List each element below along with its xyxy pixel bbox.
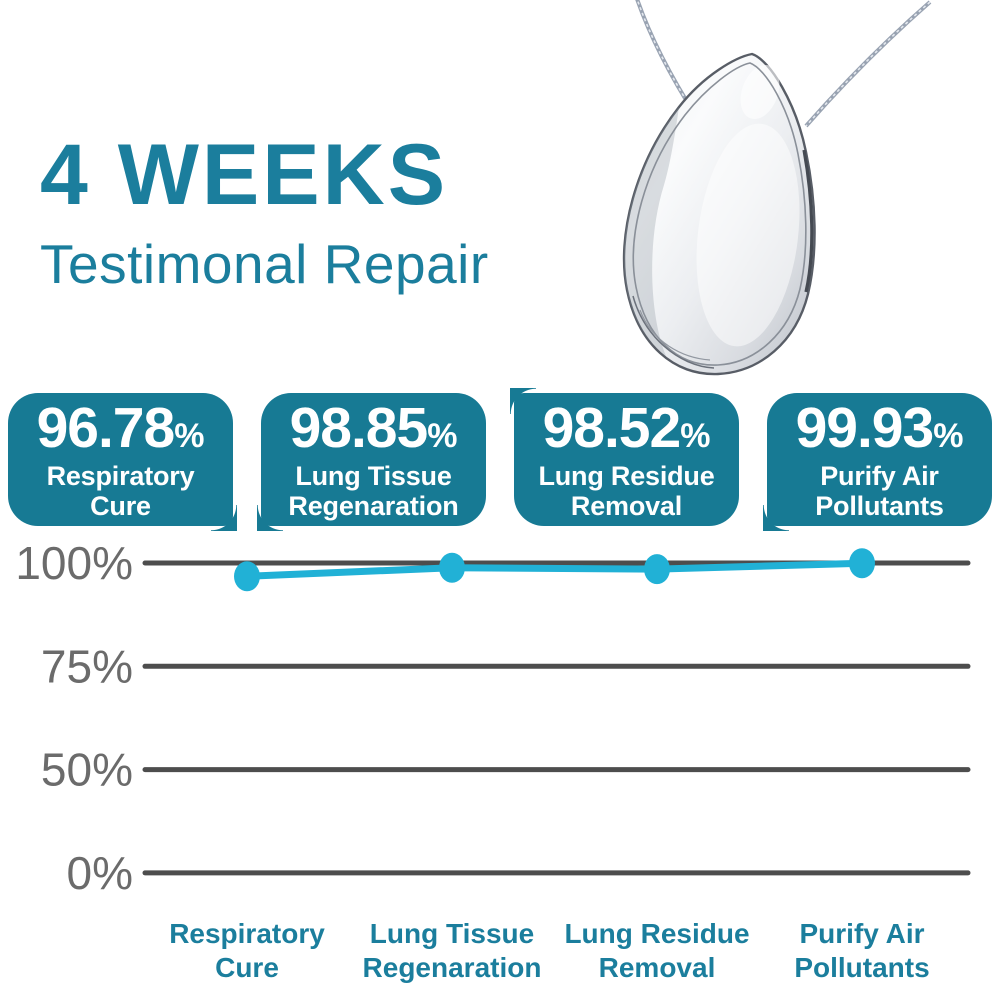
stat-label: Lung Tissue Regenaration [288, 460, 459, 521]
pendant-bottom-rim-2 [639, 309, 711, 361]
stat-badge-purify-air: 99.93% Purify Air Pollutants [763, 393, 992, 531]
pendant-inner-rim [632, 62, 807, 366]
chain-right-sheen [805, 1, 931, 127]
x-category-label: Lung Tissue Regenaration [363, 918, 542, 983]
stat-value: 99.93% [795, 395, 964, 460]
line-chart: 100% 75% 50% 0% Respiratory Cure Lung Tissue Re… [15, 540, 971, 983]
percent-sign: % [933, 416, 964, 455]
stat-value: 98.85% [289, 395, 458, 460]
chain-left-sheen [636, 0, 697, 117]
stat-badges-row: 96.78% Respiratory Cure 98.85% Lung Tiss… [8, 388, 992, 531]
y-tick-label: 50% [41, 744, 133, 796]
title-subtitle: Testimonal Repair [40, 233, 489, 295]
y-tick-label: 0% [67, 847, 133, 899]
data-point [234, 561, 260, 592]
percent-sign: % [427, 416, 458, 455]
pendant-right-edge [802, 149, 814, 293]
stat-badge-lung-residue: 98.52% Lung Residue Removal [510, 388, 739, 526]
percent-sign: % [680, 416, 711, 455]
pendant-tip-highlight [740, 64, 780, 120]
stat-label: Lung Residue Removal [538, 460, 715, 521]
pendant-necklace-image [622, 0, 932, 376]
y-tick-label: 75% [41, 640, 133, 692]
stat-value: 98.52% [542, 395, 711, 460]
x-category-label: Lung Residue Removal [564, 918, 749, 983]
stat-value: 96.78% [36, 395, 205, 460]
stat-label: Purify Air Pollutants [815, 460, 944, 521]
stat-badge-lung-tissue: 98.85% Lung Tissue Regenaration [257, 393, 486, 531]
data-point [644, 554, 670, 585]
title-block: 4 WEEKS Testimonal Repair [40, 132, 489, 296]
chain-right [804, 0, 932, 128]
data-point [439, 552, 465, 583]
stat-label: Respiratory Cure [46, 460, 195, 521]
y-tick-label: 100% [15, 540, 133, 589]
pendant-bottom-rim-1 [632, 295, 715, 369]
data-point [849, 548, 875, 579]
x-category-label: Respiratory Cure [169, 918, 325, 983]
data-line [243, 559, 866, 580]
x-category-label: Purify Air Pollutants [794, 918, 929, 983]
title-weeks: 4 WEEKS [40, 127, 449, 223]
stat-badge-respiratory-cure: 96.78% Respiratory Cure [8, 393, 237, 531]
pendant-highlight [696, 123, 800, 347]
percent-sign: % [174, 416, 205, 455]
